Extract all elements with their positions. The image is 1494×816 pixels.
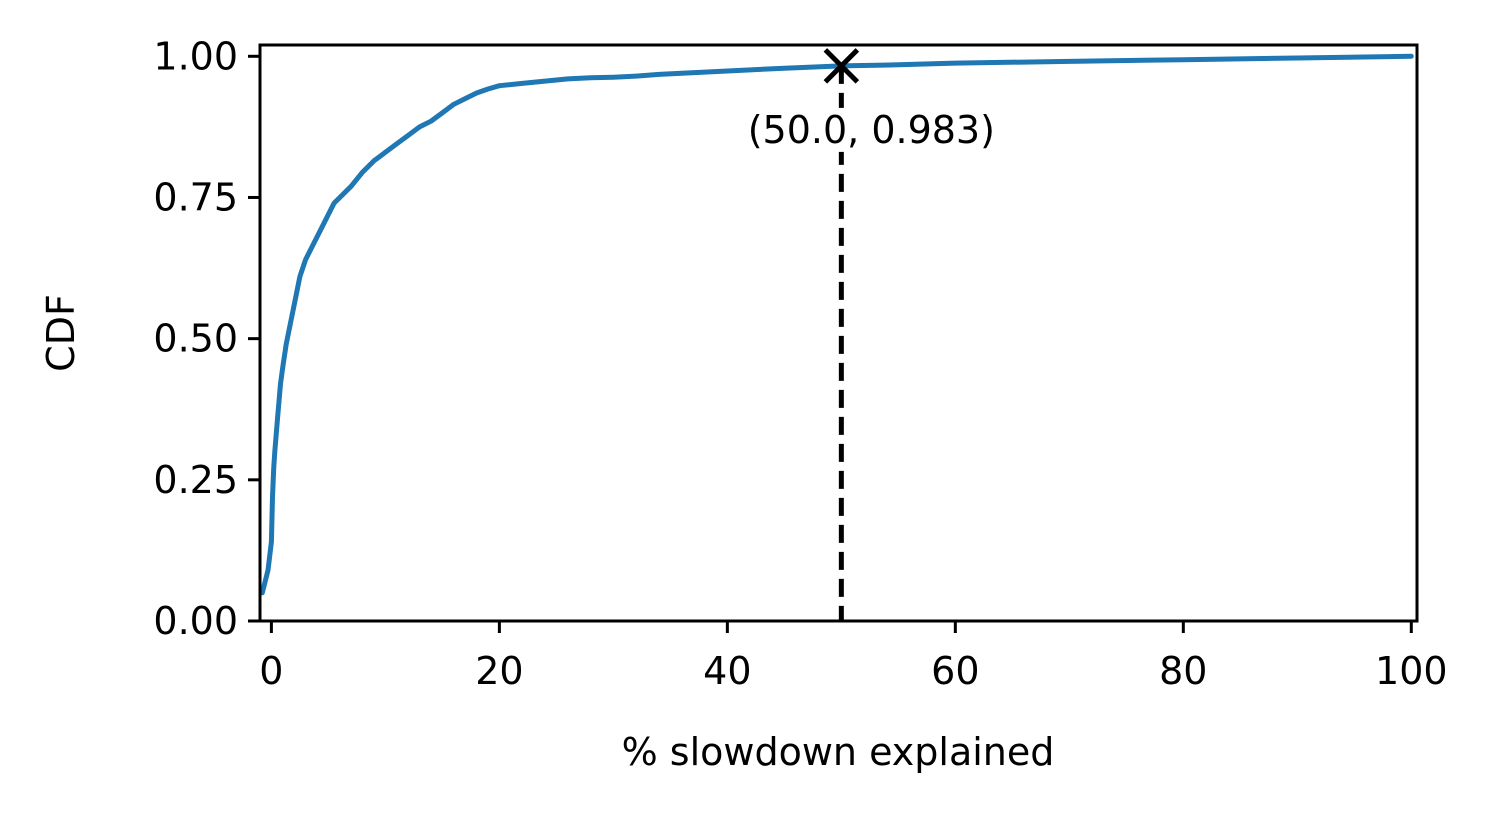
y-tick-label: 0.25 bbox=[153, 458, 238, 502]
y-tick-label: 0.00 bbox=[153, 599, 238, 643]
annotation-background bbox=[747, 107, 995, 152]
x-tick-label: 0 bbox=[259, 649, 283, 693]
x-tick-label: 40 bbox=[703, 649, 751, 693]
y-tick-label: 1.00 bbox=[153, 34, 238, 78]
x-tick-label: 60 bbox=[931, 649, 979, 693]
y-axis-label: CDF bbox=[39, 294, 83, 372]
x-marker-stroke-b bbox=[823, 48, 860, 84]
x-axis-label: % slowdown explained bbox=[622, 730, 1055, 774]
x-tick-label: 20 bbox=[475, 649, 523, 693]
x-tick-label: 80 bbox=[1159, 649, 1207, 693]
axes-frame bbox=[258, 43, 1419, 623]
point-annotation: (50.0, 0.983) bbox=[748, 108, 995, 152]
x-marker bbox=[823, 48, 860, 84]
plot-area: (50.0, 0.983) bbox=[259, 48, 1414, 621]
y-tick-label: 0.75 bbox=[153, 175, 238, 219]
y-tick-label: 0.50 bbox=[153, 317, 238, 361]
axis-ticks: 0 20 40 60 80 100 0.00 0.25 0.50 0.75 1.00 bbox=[153, 34, 1447, 693]
series-line-0 bbox=[259, 53, 1414, 596]
x-tick-label: 100 bbox=[1375, 649, 1448, 693]
